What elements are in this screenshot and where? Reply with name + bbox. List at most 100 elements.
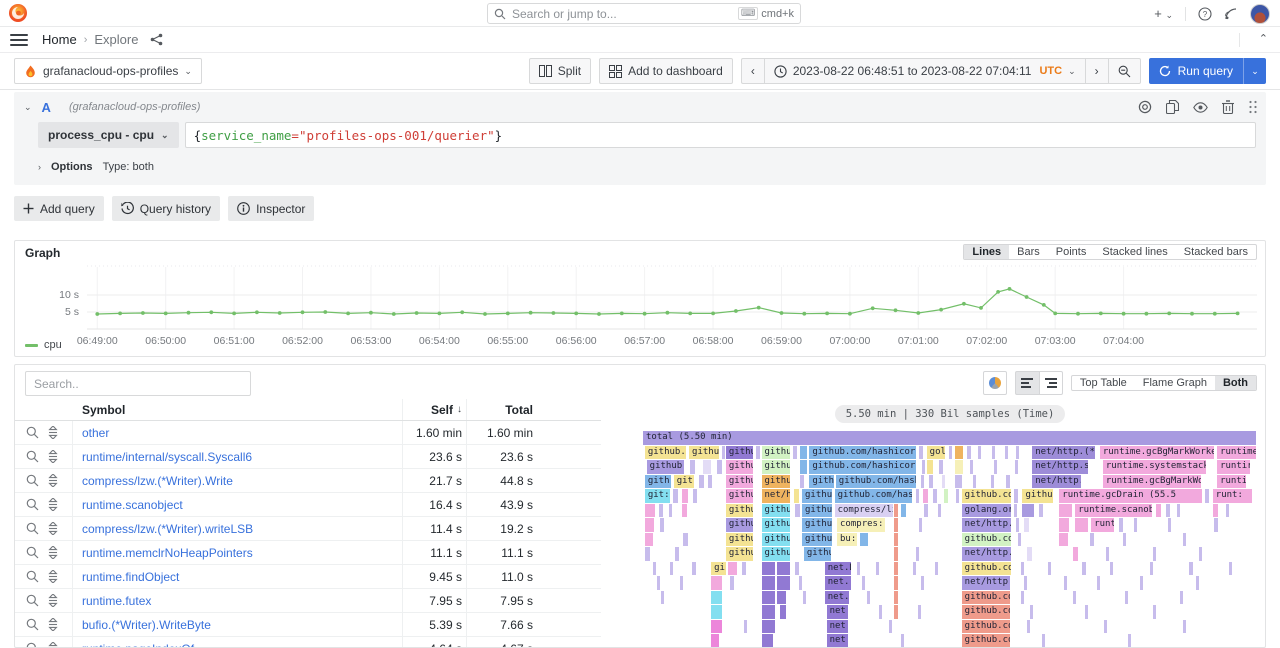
flame-block-sliver[interactable] (1072, 547, 1078, 561)
flame-block[interactable]: github.com/hashicorp (834, 489, 914, 503)
color-scheme-button[interactable] (982, 371, 1007, 395)
flame-block-sliver[interactable] (1023, 576, 1027, 590)
flame-block-sliver[interactable] (1177, 503, 1181, 517)
flame-block-sliver[interactable] (1212, 503, 1219, 517)
flame-block[interactable]: githu (725, 474, 754, 488)
flame-block-sliver[interactable] (1109, 561, 1113, 575)
flame-block-sliver[interactable] (994, 460, 998, 474)
query-ref-id[interactable]: A (41, 99, 51, 115)
flame-block-sliver[interactable] (679, 576, 683, 590)
flame-block-sliver[interactable] (793, 445, 798, 459)
flame-block-sliver[interactable] (795, 503, 801, 517)
flame-block[interactable]: net/h (761, 489, 791, 503)
flame-block-sliver[interactable] (1105, 547, 1110, 561)
flame-block-sliver[interactable] (711, 634, 721, 647)
flame-block[interactable]: net.( (826, 634, 850, 647)
flame-block[interactable]: runtime.gcBgMarkWorke: (1099, 445, 1215, 459)
flame-block-sliver[interactable] (674, 547, 679, 561)
flame-block-sliver[interactable] (777, 576, 791, 590)
flame-block-sliver[interactable] (919, 518, 923, 532)
flame-block-sliver[interactable] (682, 489, 690, 503)
flame-block-sliver[interactable] (943, 489, 949, 503)
flame-block-sliver[interactable] (668, 503, 673, 517)
add-to-dashboard-button[interactable]: Add to dashboard (599, 58, 733, 84)
flame-block-sliver[interactable] (1097, 576, 1101, 590)
flame-block-sliver[interactable] (954, 460, 964, 474)
flame-block-sliver[interactable] (1103, 619, 1107, 633)
flame-block-sliver[interactable] (913, 561, 917, 575)
flame-block-sliver[interactable] (728, 561, 739, 575)
flame-block-sliver[interactable] (1026, 619, 1030, 633)
flame-block-sliver[interactable] (860, 532, 869, 546)
flame-block-sliver[interactable] (1022, 503, 1035, 517)
search-symbol-icon[interactable] (26, 474, 39, 487)
column-symbol[interactable]: Symbol (73, 399, 403, 420)
sandwich-view-icon[interactable] (48, 570, 58, 583)
flame-block-sliver[interactable] (1072, 590, 1076, 604)
flame-block[interactable]: gi! (711, 561, 728, 575)
flame-block-sliver[interactable] (1152, 605, 1156, 619)
flame-block-sliver[interactable] (722, 445, 726, 459)
flame-block[interactable]: net.( (826, 605, 850, 619)
flame-block[interactable]: github.c: (802, 532, 833, 546)
flame-block[interactable]: githu (761, 503, 791, 517)
flame-block-sliver[interactable] (938, 460, 943, 474)
flame-block-sliver[interactable] (652, 561, 656, 575)
flame-block-sliver[interactable] (1156, 503, 1162, 517)
flame-block[interactable]: githu (761, 474, 791, 488)
flame-block-sliver[interactable] (777, 590, 788, 604)
flame-block-sliver[interactable] (717, 460, 723, 474)
flame-block-sliver[interactable] (1017, 532, 1022, 546)
flame-block-sliver[interactable] (661, 590, 665, 604)
flame-block[interactable]: runtime (1217, 445, 1257, 459)
flame-block-sliver[interactable] (948, 445, 953, 459)
avatar[interactable] (1250, 3, 1270, 24)
flame-block-sliver[interactable] (991, 474, 995, 488)
align-right-button[interactable] (1038, 371, 1063, 395)
flame-block-sliver[interactable] (1198, 547, 1202, 561)
flame-block-sliver[interactable] (1205, 489, 1210, 503)
flame-block[interactable]: github.com/hashicorp/memberlist.(* (809, 445, 918, 459)
search-symbol-icon[interactable] (26, 426, 39, 439)
flame-block[interactable]: runtime.gcDrain (55.5 (1059, 489, 1203, 503)
menu-toggle-icon[interactable] (10, 33, 28, 46)
flame-block[interactable]: net.( (826, 619, 850, 633)
flame-block[interactable]: githu! (803, 547, 833, 561)
flame-block-sliver[interactable] (779, 605, 787, 619)
flame-block-sliver[interactable] (656, 576, 660, 590)
flame-block[interactable]: github. (646, 460, 685, 474)
align-left-button[interactable] (1014, 371, 1039, 395)
sandwich-view-icon[interactable] (48, 618, 58, 631)
flame-block-sliver[interactable] (1026, 547, 1032, 561)
flame-block-sliver[interactable] (692, 561, 696, 575)
legend-item-cpu[interactable]: cpu (25, 339, 62, 351)
flame-block[interactable]: github.cc (644, 445, 688, 459)
time-forward-button[interactable]: › (1084, 58, 1108, 84)
record-circle-icon[interactable] (1138, 100, 1152, 114)
flame-block[interactable]: github.com/g: (961, 489, 1012, 503)
flame-block-sliver[interactable] (1214, 518, 1218, 532)
flame-block-sliver[interactable] (1189, 561, 1193, 575)
flame-block-sliver[interactable] (1229, 561, 1233, 575)
flame-block-sliver[interactable] (1013, 489, 1018, 503)
flame-block-sliver[interactable] (761, 619, 776, 633)
flame-block-sliver[interactable] (761, 590, 776, 604)
flame-block-sliver[interactable] (1152, 547, 1156, 561)
view-mode-flame-graph[interactable]: Flame Graph (1142, 377, 1207, 389)
collapse-query-icon[interactable]: ⌄ (24, 101, 32, 112)
flame-block-sliver[interactable] (711, 619, 723, 633)
flame-block[interactable] (644, 503, 657, 517)
flame-block-sliver[interactable] (1183, 532, 1187, 546)
flame-block[interactable]: github.com/g (961, 561, 1012, 575)
sandwich-view-icon[interactable] (48, 498, 58, 511)
flame-block-sliver[interactable] (1134, 518, 1138, 532)
flame-block[interactable]: githu (725, 489, 754, 503)
flame-block[interactable]: gith (644, 474, 673, 488)
flame-block-sliver[interactable] (711, 605, 723, 619)
flame-block-sliver[interactable] (933, 489, 938, 503)
flame-block[interactable] (1059, 532, 1070, 546)
flame-block[interactable]: runtir (1217, 460, 1251, 474)
sandwich-view-icon[interactable] (48, 474, 58, 487)
flame-block-sliver[interactable] (856, 561, 861, 575)
flame-block-sliver[interactable] (802, 590, 806, 604)
